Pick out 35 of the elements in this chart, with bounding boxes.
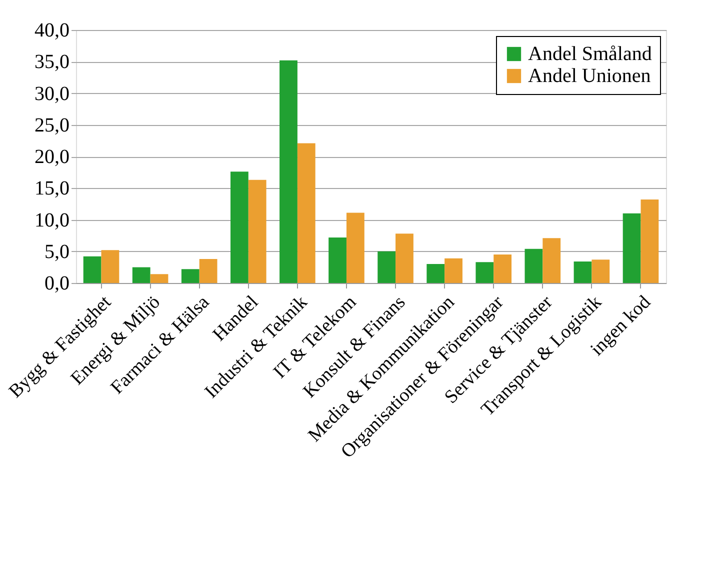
y-tick-label: 10,0: [34, 209, 70, 232]
bar: [83, 256, 102, 283]
bar: [426, 264, 445, 283]
bar: [542, 238, 561, 283]
y-tick-label: 35,0: [34, 51, 70, 74]
bar: [574, 261, 592, 283]
bar: [101, 250, 120, 283]
bar: [248, 180, 266, 283]
bar: [346, 212, 364, 283]
bar: [132, 267, 150, 283]
legend-label: Andel Småland: [528, 43, 652, 65]
y-tick-label: 5,0: [44, 240, 70, 263]
legend-label: Andel Unionen: [528, 65, 651, 87]
y-tick-label: 0,0: [44, 272, 70, 294]
bar: [640, 200, 659, 283]
y-tick-label: 20,0: [34, 146, 70, 168]
bar: [328, 237, 346, 283]
y-tick-label: 30,0: [34, 82, 70, 105]
bar: [622, 213, 641, 283]
y-tick-label: 40,0: [34, 20, 70, 42]
bar: [494, 254, 512, 283]
bar: [230, 172, 248, 283]
bar: [476, 262, 494, 283]
bar: [396, 234, 414, 283]
bar: [150, 274, 168, 283]
bar: [524, 248, 543, 283]
bar: [181, 269, 200, 283]
y-tick-label: 25,0: [34, 114, 70, 136]
bar: [592, 260, 610, 283]
bar: [280, 60, 298, 283]
bar: [444, 258, 462, 283]
bar: [297, 143, 316, 283]
bar: [199, 258, 218, 283]
y-tick-label: 15,0: [34, 178, 70, 200]
bar: [378, 251, 396, 283]
